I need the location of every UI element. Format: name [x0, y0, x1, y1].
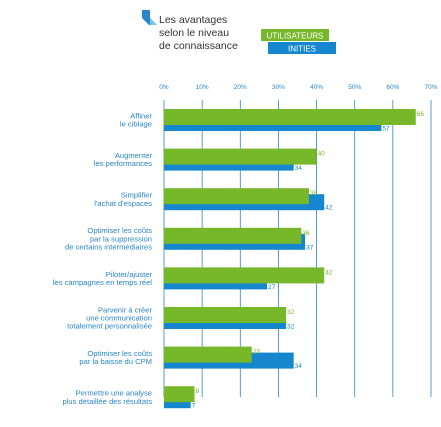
- category-label-line: totalement personnalisée: [67, 322, 152, 331]
- title-line-3: de connaissance: [159, 40, 238, 52]
- x-tick-label: 10%: [196, 84, 209, 91]
- value-label-inities: 37: [306, 244, 314, 251]
- bar-utilisateurs: [164, 346, 252, 363]
- bars: [164, 109, 416, 409]
- value-label-utilisateurs: 36: [302, 230, 310, 237]
- value-label-inities: 34: [295, 363, 303, 370]
- category-label-line: plus détaillée des résultats: [63, 397, 153, 406]
- x-tick-label: 60%: [386, 84, 399, 91]
- value-label-utilisateurs: 38: [310, 190, 318, 197]
- category-label-line: les campagnes en temps réel: [53, 278, 153, 287]
- category-label-line: de certains intermédiaires: [65, 243, 152, 252]
- category-labels: Affiner le ciblage Augmenter les performanc…: [53, 111, 153, 405]
- value-label-utilisateurs: 8: [196, 388, 200, 395]
- value-label-inities: 42: [325, 205, 333, 212]
- legend-swatch-inities: [268, 42, 336, 54]
- title-line-1: Les avantages: [159, 14, 227, 26]
- category-label-line: le ciblage: [120, 120, 152, 129]
- folded-corner-marker-icon: [142, 10, 157, 25]
- category-label-line: par la suppression: [90, 234, 152, 243]
- category-label-line: Permettre une analyse: [76, 389, 152, 398]
- value-labels: 66 57 40 34 38 42 36 37 42 27 32 32 23 34 8 7: [192, 111, 425, 410]
- value-label-utilisateurs: 23: [253, 349, 261, 356]
- legend-label-utilisateurs: UTILISATEURS: [267, 32, 324, 41]
- bar-utilisateurs: [164, 386, 195, 403]
- legend: UTILISATEURS INITIES: [261, 29, 336, 54]
- category-label-line: une communication: [86, 314, 152, 323]
- value-label-inities: 57: [382, 126, 390, 133]
- bar-utilisateurs: [164, 307, 287, 323]
- category-label: Piloter/ajuster les campagnes en temps ré…: [53, 270, 153, 287]
- x-tick-label: 40%: [310, 84, 323, 91]
- category-label-line: Optimiser les coûts: [87, 349, 152, 358]
- category-label-line: les performances: [94, 159, 152, 168]
- bar-utilisateurs: [164, 188, 309, 205]
- bar-utilisateurs: [164, 148, 317, 165]
- bar-utilisateurs: [164, 227, 302, 244]
- category-label: Affiner le ciblage: [120, 111, 153, 128]
- value-label-inities: 7: [192, 403, 196, 410]
- title-line-2: selon le niveau: [159, 27, 229, 39]
- category-label: Permettre une analyse plus détaillée des …: [63, 389, 153, 406]
- category-label: Parvenir à créer une communication totalem…: [67, 305, 152, 330]
- category-label-line: par la baisse du CPM: [79, 357, 152, 366]
- x-tick-label: 70%: [424, 84, 437, 91]
- category-label: Simplifier l'achat d'espaces: [94, 191, 152, 208]
- category-label-line: Piloter/ajuster: [106, 270, 153, 279]
- category-label-line: Parvenir à créer: [98, 305, 152, 314]
- category-label: Optimiser les coûts par la suppression de …: [65, 226, 152, 251]
- legend-label-inities: INITIES: [288, 45, 316, 54]
- value-label-utilisateurs: 40: [318, 151, 326, 158]
- bar-utilisateurs: [164, 267, 325, 284]
- value-label-utilisateurs: 32: [287, 309, 295, 316]
- x-tick-label: 20%: [234, 84, 247, 91]
- value-label-inities: 34: [295, 165, 303, 172]
- value-label-inities: 27: [268, 284, 276, 291]
- value-label-inities: 32: [287, 324, 295, 331]
- x-tick-label: 30%: [272, 84, 285, 91]
- category-label-line: Simplifier: [121, 191, 153, 200]
- category-label-line: Augmenter: [115, 151, 153, 160]
- value-label-utilisateurs: 66: [417, 111, 425, 118]
- value-label-utilisateurs: 42: [325, 269, 333, 276]
- category-label-line: Optimiser les coûts: [87, 226, 152, 235]
- category-label-line: l'achat d'espaces: [94, 199, 152, 208]
- legend-swatch-utilisateurs: [261, 29, 329, 41]
- chart-header: Les avantages selon le niveau de connais…: [142, 10, 336, 54]
- bar-utilisateurs: [164, 109, 416, 125]
- category-label-line: Affiner: [130, 111, 152, 120]
- category-label: Optimiser les coûts par la baisse du CPM: [79, 349, 152, 366]
- x-tick-label: 0%: [159, 84, 169, 91]
- x-tick-label: 50%: [348, 84, 361, 91]
- category-label: Augmenter les performances: [94, 151, 153, 168]
- x-axis-ticks: 0% 10% 20% 30% 40% 50% 60% 70%: [159, 84, 437, 91]
